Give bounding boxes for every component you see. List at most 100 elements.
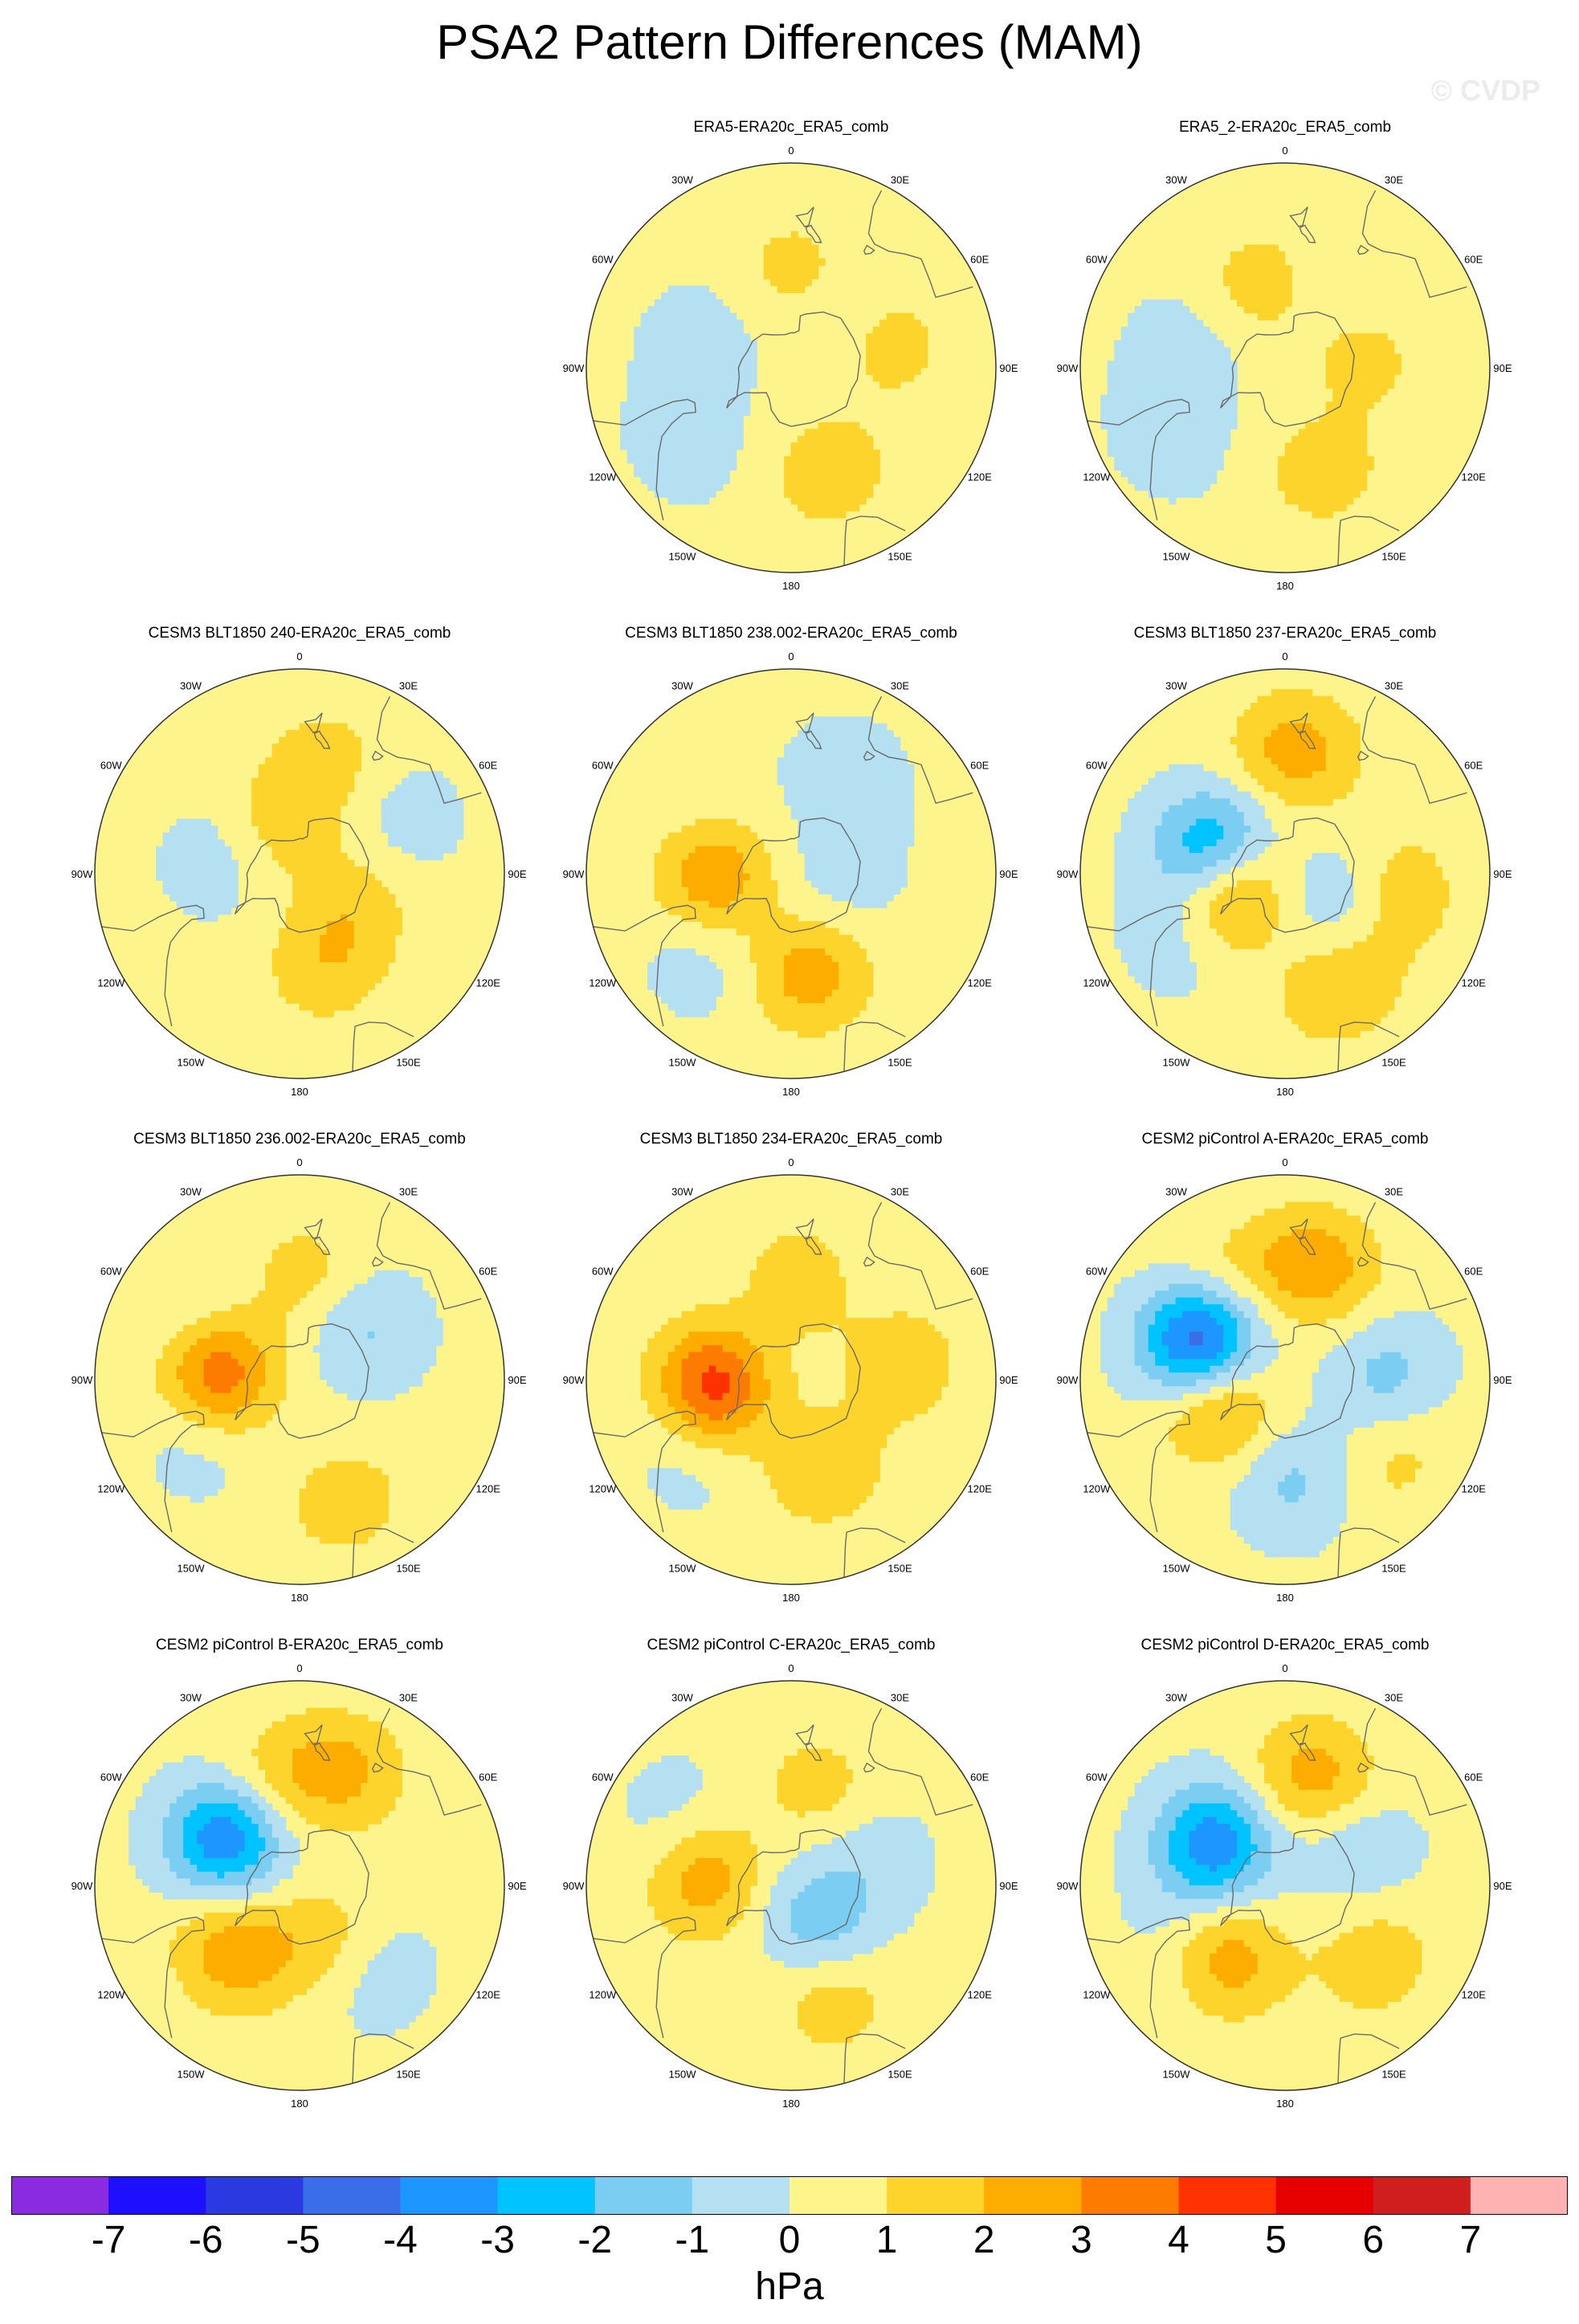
field-cell [1366,347,1374,355]
field-cell [722,394,730,402]
field-cell [770,880,778,888]
field-cell [1284,449,1292,457]
field-cell [1278,709,1286,717]
field-cell [804,839,812,847]
field-cell [825,798,833,806]
field-cell [1134,367,1142,375]
field-cell [1373,955,1381,963]
field-cell [361,866,369,875]
field-cell [1134,887,1142,895]
field-cell [1407,880,1415,888]
field-cell [667,394,675,402]
field-cell [859,476,867,484]
field-cell [306,996,314,1004]
lon-label: 90E [999,362,1018,374]
field-cell [1128,887,1136,895]
field-cell [763,948,771,956]
field-cell [1325,442,1333,451]
field-cell [818,750,826,758]
field-cell [1134,968,1142,976]
field-cell [1319,887,1327,895]
field-cell [681,914,689,922]
field-cell [271,846,279,854]
field-cell [1366,353,1374,361]
field-cell [1353,340,1361,348]
field-cell [224,1372,232,1380]
field-cell [708,921,716,929]
field-cell [1148,928,1156,936]
field-cell [1114,429,1122,437]
field-cell [1120,367,1128,375]
field-cell [886,818,894,826]
field-cell [388,826,396,834]
field-cell [320,921,328,929]
field-cell [190,846,198,854]
field-cell [162,1447,170,1455]
field-cell [1353,968,1361,976]
field-cell [1175,900,1183,908]
field-cell [320,736,328,744]
field-cell [818,805,826,813]
field-cell [661,326,669,334]
field-cell [1298,716,1306,724]
field-cell [1339,982,1347,990]
field-cell [1353,449,1361,457]
field-cell [886,381,894,389]
field-cell [647,333,655,341]
field-cell [1210,333,1218,341]
field-cell [681,866,689,875]
field-cell [1401,887,1409,895]
field-cell [1346,429,1354,437]
field-cell [831,1017,839,1025]
field-cell [804,791,812,799]
field-cell [1182,832,1190,840]
field-cell [1312,900,1320,908]
field-cell [353,880,361,888]
field-cell [743,826,751,834]
field-cell [798,968,806,976]
field-cell [1182,962,1190,970]
field-cell [1346,408,1354,416]
field-cell [197,832,205,840]
lon-label: 180 [1276,1086,1294,1098]
field-cell [1380,880,1388,888]
map-panel: ERA5-ERA20c_ERA5_comb 0 30E 60E 90E 120E 150E 1… [542,119,1040,601]
field-cell [1332,1003,1340,1011]
field-cell [872,736,880,744]
field-cell [190,1468,198,1476]
field-cell [347,771,355,779]
field-cell [763,1003,771,1011]
field-cell [825,968,833,976]
field-cell [688,873,696,881]
field-cell [1223,422,1231,430]
field-cell [749,955,757,963]
field-cell [1346,989,1354,997]
field-cell [1428,914,1436,922]
field-cell [716,921,724,929]
field-cell [675,320,683,328]
field-cell [695,402,703,410]
field-cell [845,470,853,478]
field-cell [1319,764,1327,772]
field-cell [763,873,771,881]
field-cell [900,805,908,813]
field-cell [852,716,860,724]
field-cell [1353,1009,1361,1017]
field-cell [798,456,806,464]
field-cell [299,805,307,813]
field-cell [1319,955,1327,963]
field-cell [210,1318,218,1326]
field-cell [1380,374,1388,382]
field-cell [1114,415,1122,423]
field-cell [1175,394,1183,402]
field-cell [306,982,314,990]
field-cell [1353,736,1361,744]
field-cell [1251,812,1259,820]
field-cell [722,818,730,826]
field-cell [292,764,300,772]
field-cell [1264,299,1272,307]
field-cell [1182,826,1190,834]
field-cell [913,353,921,361]
field-cell [777,285,785,293]
field-cell [1332,422,1340,430]
